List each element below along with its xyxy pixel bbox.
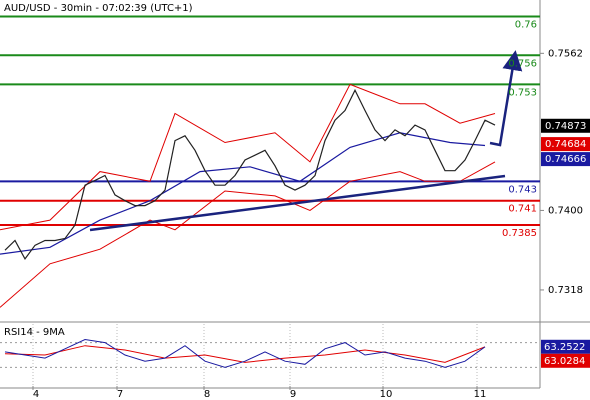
y-tick-label: 0.7318 bbox=[548, 285, 583, 296]
projection-arrow bbox=[489, 50, 523, 147]
rsi-ma-line bbox=[4, 345, 486, 363]
x-tick-label: 4 bbox=[33, 389, 39, 400]
price-tag bbox=[541, 152, 590, 167]
price-tag-label: 0.74684 bbox=[545, 139, 586, 150]
price-tag-label: 0.74666 bbox=[545, 154, 586, 165]
level-label: 0.76 bbox=[515, 19, 537, 30]
level-label: 0.756 bbox=[508, 58, 537, 69]
x-tick-label: 11 bbox=[474, 389, 487, 400]
level-label: 0.741 bbox=[508, 204, 537, 215]
x-tick-label: 10 bbox=[380, 389, 393, 400]
price-tag bbox=[541, 118, 590, 133]
bollinger-upper bbox=[0, 83, 496, 231]
rsi-tag bbox=[541, 353, 590, 368]
level-label: 0.743 bbox=[508, 184, 537, 195]
trend-line bbox=[89, 174, 506, 232]
rsi-tag-label: 63.2522 bbox=[544, 342, 585, 353]
level-label: 0.753 bbox=[508, 87, 537, 98]
rsi-tag bbox=[541, 339, 590, 354]
moving-average bbox=[0, 132, 486, 255]
rsi-title: RSI14 - 9MA bbox=[4, 327, 65, 338]
price-tag bbox=[541, 137, 590, 152]
y-tick-label: 0.7562 bbox=[548, 48, 583, 59]
chart-title: AUD/USD - 30min - 07:02:39 (UTC+1) bbox=[4, 3, 193, 14]
x-tick-label: 8 bbox=[204, 389, 210, 400]
level-label: 0.7385 bbox=[502, 228, 537, 239]
price-tag-label: 0.74873 bbox=[545, 121, 586, 132]
price-line bbox=[4, 88, 496, 261]
bollinger-lower bbox=[0, 161, 496, 308]
y-tick-label: 0.7400 bbox=[548, 205, 583, 216]
x-tick-label: 7 bbox=[117, 389, 123, 400]
rsi-tag-label: 63.0284 bbox=[544, 356, 585, 367]
rsi-line bbox=[4, 338, 486, 368]
x-tick-label: 9 bbox=[290, 389, 296, 400]
